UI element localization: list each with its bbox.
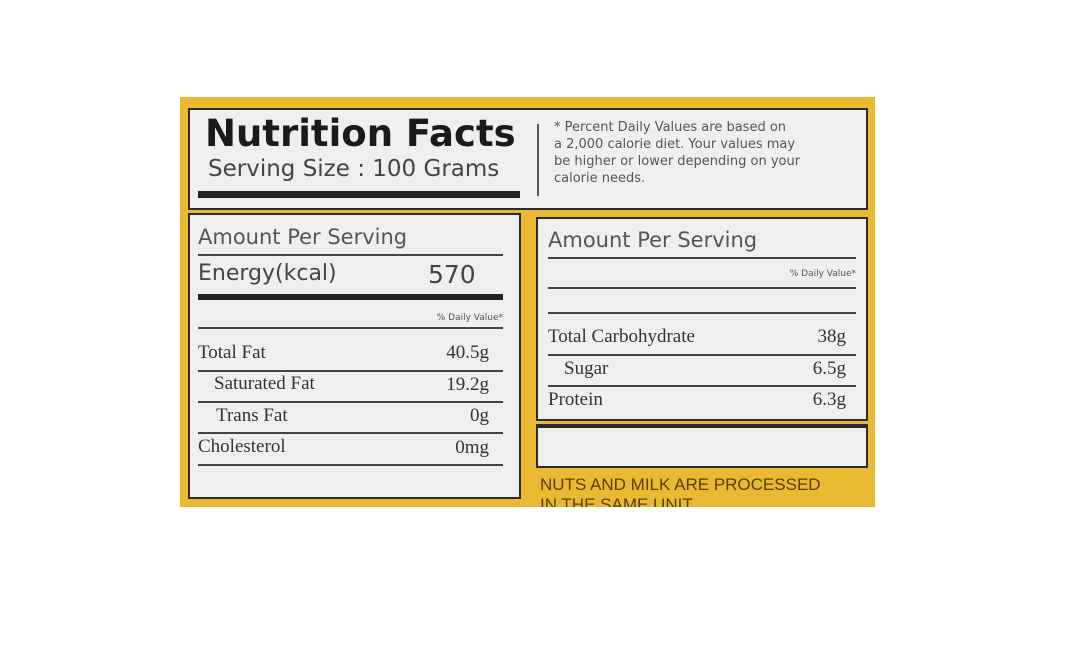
daily-value-header: % Daily Value* xyxy=(436,313,503,323)
serving-size: Serving Size : 100 Grams xyxy=(208,156,500,182)
title: Nutrition Facts xyxy=(205,112,516,155)
left-panel: Amount Per Serving Energy(kcal) 570 % Da… xyxy=(188,213,521,499)
divider xyxy=(198,191,520,198)
divider xyxy=(548,287,856,289)
divider xyxy=(548,312,856,314)
footnote-line: be higher or lower depending on your xyxy=(554,154,801,169)
row-label: Sugar xyxy=(564,358,609,379)
divider xyxy=(548,257,856,259)
right-panel: Amount Per Serving % Daily Value* Total … xyxy=(536,217,868,421)
divider xyxy=(198,432,503,434)
divider xyxy=(548,385,856,387)
row-label: Cholesterol xyxy=(198,436,286,457)
divider xyxy=(198,401,503,403)
row-label: Saturated Fat xyxy=(214,373,315,394)
allergen-note: IN THE SAME UNIT xyxy=(540,495,693,507)
footnote-line: a 2,000 calorie diet. Your values may xyxy=(554,137,796,152)
row-label: Protein xyxy=(548,389,603,410)
row-value: 38g xyxy=(817,326,847,347)
divider xyxy=(198,370,503,372)
divider xyxy=(198,294,503,300)
energy-label: Energy(kcal) xyxy=(198,261,337,286)
row-label: Total Carbohydrate xyxy=(548,326,695,347)
divider xyxy=(548,354,856,356)
row-label: Total Fat xyxy=(198,342,266,363)
divider xyxy=(198,254,503,256)
nutrition-label: Nutrition Facts Serving Size : 100 Grams… xyxy=(180,97,875,507)
amount-per-serving: Amount Per Serving xyxy=(548,228,758,252)
divider xyxy=(537,124,539,196)
row-label: Trans Fat xyxy=(216,405,288,426)
row-value: 6.3g xyxy=(812,389,846,410)
daily-value-header: % Daily Value* xyxy=(789,269,856,279)
header-panel: Nutrition Facts Serving Size : 100 Grams… xyxy=(188,108,868,210)
row-value: 0mg xyxy=(455,437,489,458)
row-value: 6.5g xyxy=(812,358,846,379)
empty-box xyxy=(536,424,868,468)
energy-value: 570 xyxy=(428,260,476,289)
allergen-note: NUTS AND MILK ARE PROCESSED xyxy=(540,475,821,494)
footnote-line: * Percent Daily Values are based on xyxy=(554,120,787,135)
divider xyxy=(198,464,503,466)
divider xyxy=(198,327,503,329)
amount-per-serving: Amount Per Serving xyxy=(198,225,408,249)
footnote-line: calorie needs. xyxy=(554,171,646,186)
row-value: 19.2g xyxy=(446,374,489,395)
row-value: 0g xyxy=(470,405,489,426)
row-value: 40.5g xyxy=(446,342,489,363)
